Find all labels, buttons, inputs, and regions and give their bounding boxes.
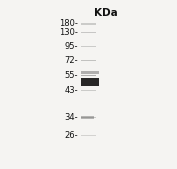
- Bar: [81, 31, 96, 33]
- Bar: [81, 78, 99, 86]
- Bar: [81, 75, 96, 76]
- Text: 26-: 26-: [64, 131, 78, 140]
- Bar: [81, 46, 96, 47]
- Text: 72-: 72-: [64, 56, 78, 65]
- Bar: [81, 23, 96, 25]
- Bar: [81, 135, 96, 137]
- Text: 95-: 95-: [64, 42, 78, 51]
- Bar: [81, 117, 96, 118]
- Bar: [81, 90, 96, 91]
- Text: 43-: 43-: [64, 86, 78, 95]
- Text: 130-: 130-: [59, 28, 78, 37]
- Text: 180-: 180-: [59, 19, 78, 29]
- Text: KDa: KDa: [94, 8, 118, 18]
- Bar: [81, 71, 99, 74]
- Bar: [81, 60, 96, 61]
- Text: 34-: 34-: [64, 113, 78, 122]
- Text: 55-: 55-: [64, 71, 78, 80]
- Bar: [81, 116, 94, 119]
